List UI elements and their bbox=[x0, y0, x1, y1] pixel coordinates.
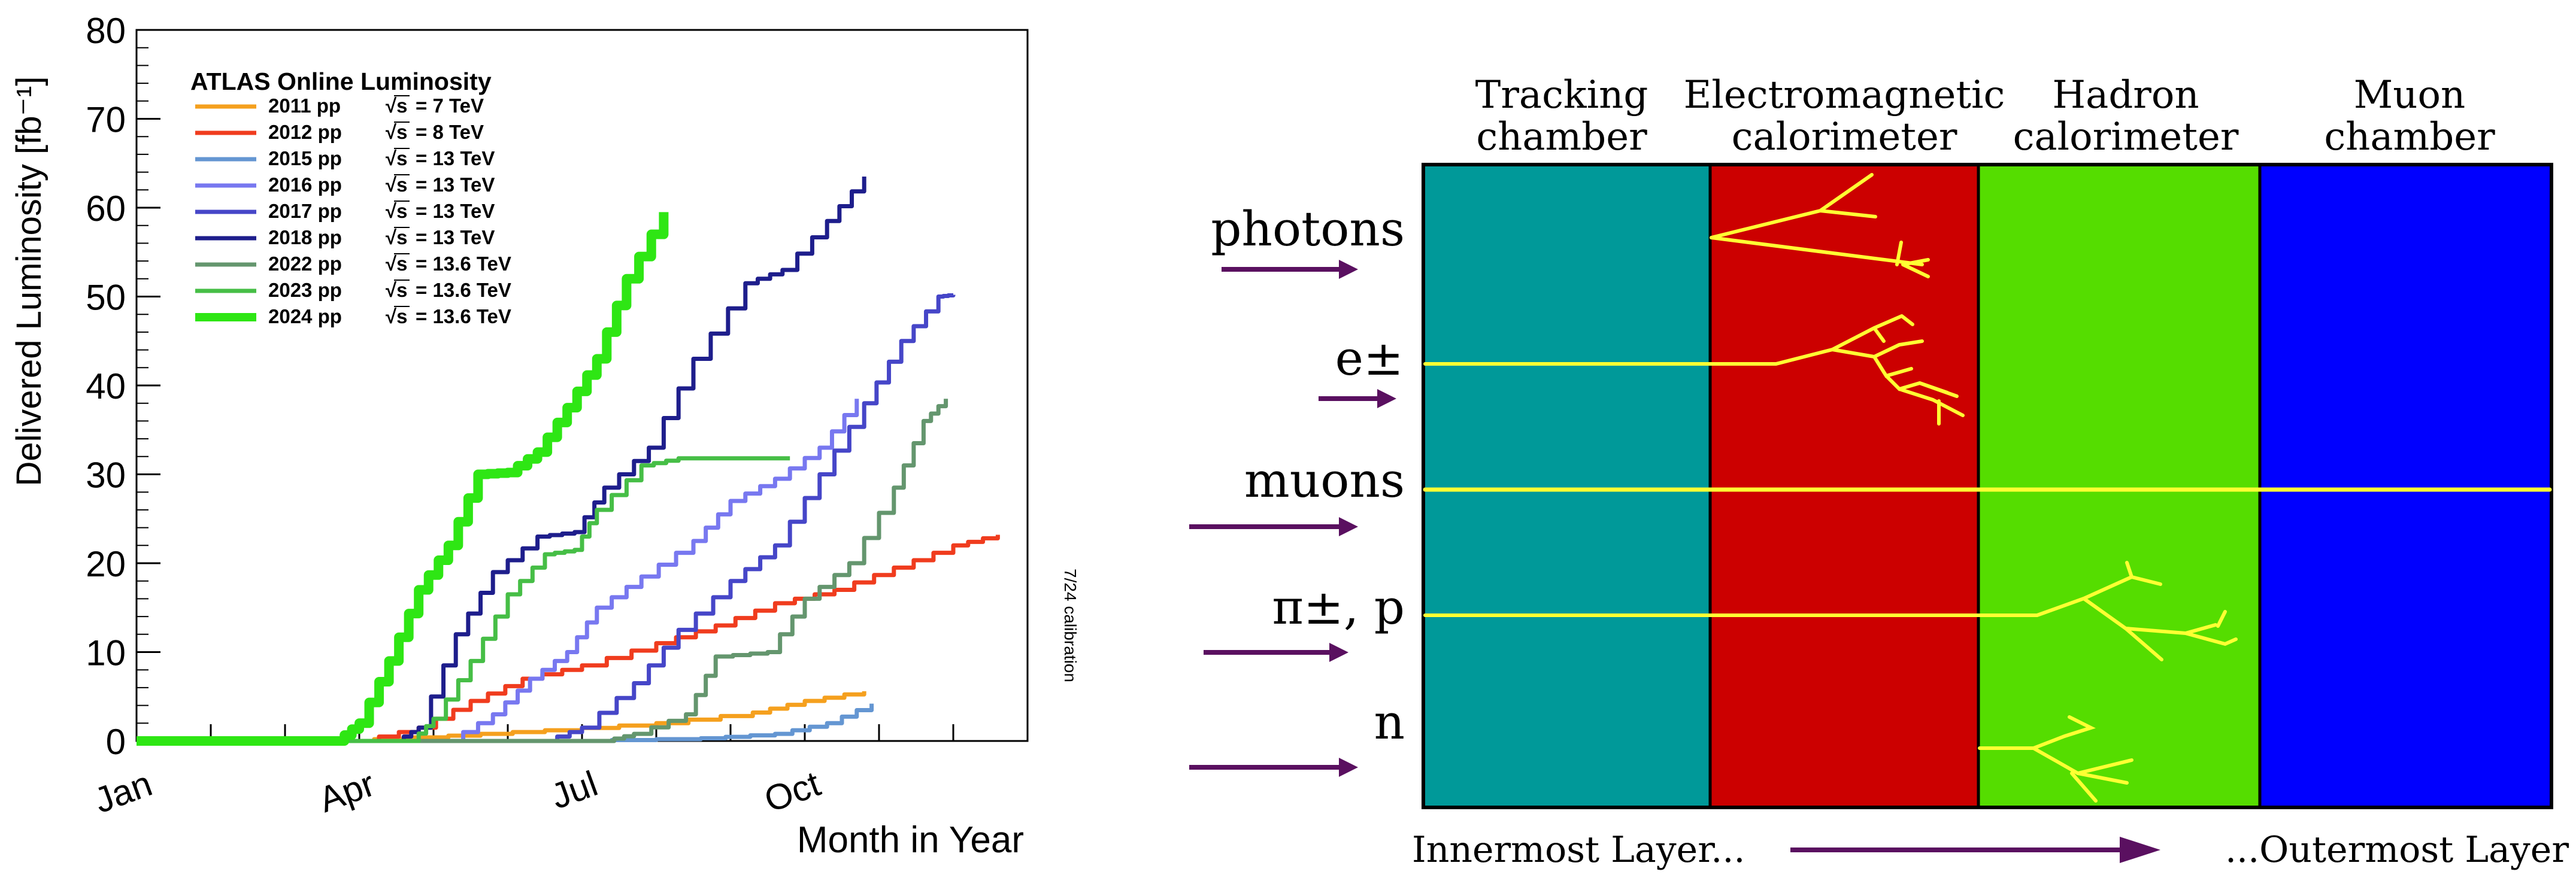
particle-label-neutrons: n bbox=[1374, 694, 1405, 750]
x-axis-label: Month in Year bbox=[797, 819, 1024, 861]
luminosity-chart: 0 10 20 30 40 50 60 70 80 Jan Apr Jul Oct Delivered… bbox=[10, 11, 1080, 861]
legend-sqrt-s: √s bbox=[386, 226, 407, 248]
legend-energy: = 13 TeV bbox=[416, 226, 495, 248]
legend-label: 2011 pp bbox=[268, 95, 341, 117]
electron-arrow bbox=[1319, 389, 1396, 408]
x-tick-label: Jul bbox=[545, 763, 602, 816]
series-line-2022-pp bbox=[137, 399, 948, 743]
layer-subtitle-muon: chamber bbox=[2324, 115, 2495, 159]
y-tick-label: 10 bbox=[86, 633, 126, 673]
electron-track bbox=[1423, 314, 1965, 426]
y-axis-label: Delivered Luminosity [fb⁻¹] bbox=[10, 77, 49, 487]
series-line-2018-pp bbox=[137, 177, 866, 743]
legend: ATLAS Online Luminosity 2011 pp √s = 7 TeV… bbox=[190, 68, 511, 327]
layer-em-calorimeter bbox=[1710, 166, 1978, 806]
layer-subtitle-em: calorimeter bbox=[1732, 115, 1957, 159]
y-tick-label: 60 bbox=[86, 189, 126, 229]
layer-title-tracking: Tracking bbox=[1475, 73, 1648, 117]
legend-sqrt-s: √s bbox=[386, 121, 407, 143]
y-tick-label: 70 bbox=[86, 100, 126, 140]
x-tick-label: Jan bbox=[89, 763, 157, 821]
legend-energy: = 13.6 TeV bbox=[416, 279, 511, 301]
legend-sqrt-s: √s bbox=[386, 305, 407, 327]
legend-sqrt-s: √s bbox=[386, 200, 407, 222]
pion-track bbox=[1423, 561, 2238, 661]
legend-label: 2022 pp bbox=[268, 253, 342, 275]
legend-energy: = 13 TeV bbox=[416, 174, 495, 196]
muon-arrow bbox=[1189, 517, 1358, 536]
legend-sqrt-s: √s bbox=[386, 253, 407, 275]
legend-sqrt-s: √s bbox=[386, 95, 407, 117]
legend-label: 2023 pp bbox=[268, 279, 342, 301]
legend-items: 2011 pp √s = 7 TeV 2012 pp √s = 8 TeV 2015 pp √… bbox=[195, 95, 511, 327]
particle-label-photons: photons bbox=[1211, 201, 1405, 257]
particle-label-pions: π±, p bbox=[1272, 579, 1405, 635]
y-tick-label: 50 bbox=[86, 278, 126, 318]
particle-label-electrons: e± bbox=[1335, 330, 1404, 386]
layer-hadron-calorimeter bbox=[1978, 166, 2260, 806]
y-tick-label: 20 bbox=[86, 544, 126, 584]
outermost-layer-label: ...Outermost Layer bbox=[2225, 829, 2569, 871]
legend-energy: = 13 TeV bbox=[416, 147, 495, 169]
particle-label-muons: muons bbox=[1244, 452, 1405, 508]
layer-order-arrow bbox=[1790, 837, 2160, 863]
layer-title-muon: Muon bbox=[2354, 73, 2466, 117]
legend-label: 2017 pp bbox=[268, 200, 342, 222]
y-tick-label: 30 bbox=[86, 455, 126, 496]
y-tick-label: 0 bbox=[106, 722, 126, 762]
series-line-2016-pp bbox=[137, 399, 859, 743]
photon-arrow bbox=[1222, 260, 1358, 279]
legend-label: 2024 pp bbox=[268, 305, 342, 327]
layer-title-em: Electromagnetic bbox=[1684, 73, 2005, 117]
legend-label: 2018 pp bbox=[268, 226, 342, 248]
legend-sqrt-s: √s bbox=[386, 147, 407, 169]
legend-label: 2012 pp bbox=[268, 121, 342, 143]
legend-energy: = 13.6 TeV bbox=[416, 305, 511, 327]
x-tick-label: Oct bbox=[759, 763, 826, 820]
series-line-2023-pp bbox=[137, 456, 790, 743]
y-tick-label: 80 bbox=[86, 11, 126, 51]
y-tick-label: 40 bbox=[86, 366, 126, 406]
calibration-note: 7/24 calibration bbox=[1061, 569, 1080, 682]
legend-label: 2015 pp bbox=[268, 147, 342, 169]
innermost-layer-label: Innermost Layer... bbox=[1412, 829, 1745, 871]
series-line-2017-pp bbox=[137, 293, 956, 743]
x-tick-label: Apr bbox=[314, 763, 380, 820]
legend-energy: = 7 TeV bbox=[416, 95, 484, 117]
layer-subtitle-tracking: chamber bbox=[1476, 115, 1647, 159]
layer-subtitle-hadron: calorimeter bbox=[2013, 115, 2239, 159]
chart-title: ATLAS Online Luminosity bbox=[190, 68, 492, 95]
y-axis-ticks: 0 10 20 30 40 50 60 70 80 bbox=[86, 11, 160, 762]
legend-energy: = 13.6 TeV bbox=[416, 253, 511, 275]
neutron-shower bbox=[1978, 715, 2133, 803]
legend-energy: = 8 TeV bbox=[416, 121, 484, 143]
plot-frame bbox=[135, 29, 1029, 742]
series-lines bbox=[137, 177, 1000, 746]
legend-energy: = 13 TeV bbox=[416, 200, 495, 222]
photon-shower bbox=[1710, 173, 1930, 278]
layer-tracking bbox=[1425, 166, 1710, 806]
series-line-2024-pp bbox=[137, 212, 669, 746]
layer-title-hadron: Hadron bbox=[2052, 73, 2199, 117]
legend-label: 2016 pp bbox=[268, 174, 342, 196]
detector-diagram: Tracking chamber Electromagnetic calorim… bbox=[1189, 73, 2569, 871]
legend-sqrt-s: √s bbox=[386, 174, 407, 196]
layer-muon-chamber bbox=[2260, 166, 2550, 806]
pion-arrow bbox=[1204, 643, 1348, 662]
legend-sqrt-s: √s bbox=[386, 279, 407, 301]
neutron-arrow bbox=[1189, 758, 1358, 777]
